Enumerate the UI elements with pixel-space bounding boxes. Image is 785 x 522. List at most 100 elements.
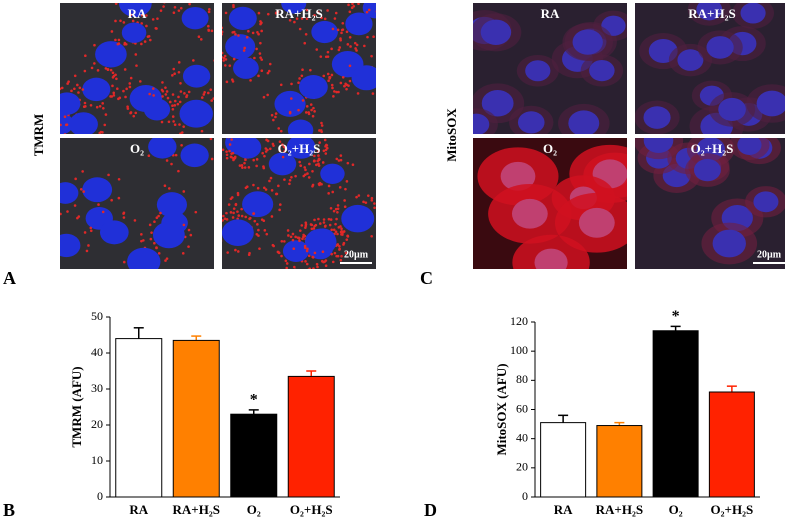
mito-dot — [304, 168, 307, 172]
mito-dot — [270, 113, 274, 117]
mito-dot — [378, 24, 381, 27]
mito-dot — [50, 105, 53, 108]
mito-dot — [93, 43, 96, 47]
mito-dot — [85, 249, 89, 253]
mito-dot — [231, 216, 235, 219]
mito-dot — [264, 188, 268, 191]
mito-dot — [163, 3, 166, 4]
mito-dot — [165, 159, 169, 162]
nucleus — [228, 6, 257, 30]
mito-dot — [103, 123, 107, 127]
mito-dot — [140, 22, 143, 25]
mito-dot — [263, 154, 266, 158]
mito-dot — [333, 251, 337, 255]
mito-dot — [177, 169, 180, 173]
x-tick-label: O₂+H₂S — [290, 502, 333, 517]
mito-dot — [336, 204, 340, 207]
mito-dot — [268, 179, 271, 183]
mito-dot — [320, 121, 323, 125]
mito-dot — [232, 57, 236, 61]
mito-dot — [65, 123, 68, 127]
mito-dot — [317, 154, 320, 157]
mito-dot — [224, 64, 227, 67]
mito-dot — [241, 166, 244, 169]
mito-dot — [49, 230, 52, 233]
mito-dot — [111, 71, 115, 75]
mito-dot — [173, 104, 177, 107]
mito-dot — [299, 164, 302, 167]
mito-dot — [129, 111, 132, 115]
significance-mark: * — [672, 308, 680, 325]
mito-dot — [187, 228, 191, 232]
mito-dot — [305, 249, 309, 253]
mito-dot — [148, 92, 151, 96]
nucleus — [127, 247, 161, 269]
nucleus — [511, 198, 548, 229]
mito-dot — [316, 11, 320, 14]
mito-dot — [222, 56, 224, 59]
nucleus — [179, 99, 213, 128]
mito-dot — [207, 10, 211, 14]
mito-dot — [147, 154, 151, 158]
mito-dot — [46, 140, 49, 143]
mito-dot — [339, 258, 343, 262]
mito-dot — [320, 259, 324, 263]
mito-dot — [378, 12, 381, 15]
mito-dot — [238, 135, 241, 138]
mito-dot — [348, 64, 352, 68]
mito-dot — [324, 264, 328, 268]
mito-dot — [210, 29, 214, 33]
mito-dot — [335, 217, 338, 221]
mito-dot — [339, 81, 343, 85]
mito-dot — [324, 152, 328, 155]
nucleus — [320, 163, 345, 184]
mito-dot — [355, 43, 359, 47]
mito-dot — [342, 230, 346, 233]
mito-dot — [288, 110, 292, 114]
mito-dot — [219, 101, 222, 104]
mito-dot — [200, 129, 204, 133]
scale-bar-label: 20µm — [757, 249, 782, 260]
mito-dot — [348, 35, 352, 39]
mito-dot — [197, 35, 201, 39]
mito-dot — [290, 175, 293, 179]
mito-dot — [266, 71, 270, 75]
mito-dot — [209, 88, 213, 91]
mito-dot — [63, 133, 67, 134]
mito-dot — [225, 218, 229, 221]
mito-dot — [83, 101, 87, 105]
mito-dot — [338, 248, 341, 251]
nucleus — [706, 36, 734, 59]
mito-dot — [274, 112, 278, 115]
cells — [473, 10, 627, 134]
mito-dot — [40, 103, 43, 106]
mito-dot — [52, 143, 55, 146]
mito-dot — [282, 133, 285, 134]
mito-dot — [252, 212, 255, 215]
mito-dot — [199, 38, 203, 41]
mito-dot — [145, 14, 148, 17]
mito-dot — [232, 30, 236, 34]
mito-dot — [385, 82, 388, 85]
mito-dot — [240, 214, 244, 218]
mito-dot — [307, 176, 311, 179]
mito-dot — [263, 186, 266, 190]
x-tick-label: O₂ — [669, 502, 683, 517]
mito-dot — [259, 20, 262, 23]
mito-dot — [110, 30, 114, 33]
nucleus — [643, 138, 674, 153]
mito-dot — [331, 190, 335, 194]
nucleus — [60, 92, 81, 115]
x-tick-label: RA — [554, 502, 573, 517]
mito-dot — [217, 99, 220, 102]
mito-dot — [342, 241, 346, 245]
mito-dot — [315, 0, 318, 1]
mito-dot — [376, 207, 379, 210]
mito-dot — [149, 237, 153, 241]
mito-dot — [355, 49, 358, 52]
mito-dot — [233, 156, 237, 160]
mito-dot — [140, 239, 143, 243]
mito-dot — [300, 224, 304, 227]
micrograph — [635, 138, 785, 269]
nucleus — [589, 59, 615, 82]
